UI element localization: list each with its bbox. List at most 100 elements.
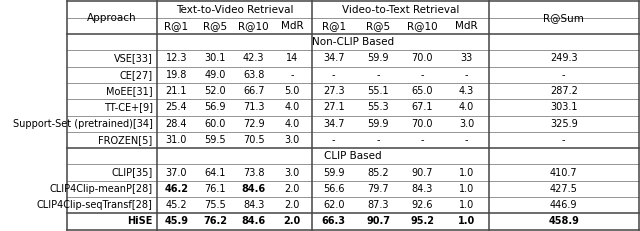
- Text: 55.1: 55.1: [367, 86, 389, 96]
- Text: 2.0: 2.0: [285, 200, 300, 210]
- Text: Video-to-Text Retrieval: Video-to-Text Retrieval: [342, 5, 459, 15]
- Text: Support-Set (pretrained)[34]: Support-Set (pretrained)[34]: [13, 119, 152, 129]
- Text: CLIP4Clip-meanP[28]: CLIP4Clip-meanP[28]: [49, 184, 152, 194]
- Text: 31.0: 31.0: [166, 135, 187, 145]
- Text: -: -: [562, 70, 566, 80]
- Text: -: -: [332, 135, 335, 145]
- Text: 303.1: 303.1: [550, 102, 577, 112]
- Text: 59.9: 59.9: [367, 53, 388, 64]
- Text: 64.1: 64.1: [204, 167, 226, 178]
- Text: 60.0: 60.0: [204, 119, 226, 129]
- Text: R@5: R@5: [366, 21, 390, 31]
- Text: 84.6: 84.6: [242, 216, 266, 226]
- Text: 1.0: 1.0: [459, 167, 474, 178]
- Text: 3.0: 3.0: [459, 119, 474, 129]
- Text: Approach: Approach: [87, 13, 137, 23]
- Text: 63.8: 63.8: [243, 70, 264, 80]
- Text: Non-CLIP Based: Non-CLIP Based: [312, 37, 394, 47]
- Text: 27.3: 27.3: [323, 86, 344, 96]
- Text: 56.9: 56.9: [204, 102, 226, 112]
- Text: 55.3: 55.3: [367, 102, 389, 112]
- Text: 56.6: 56.6: [323, 184, 344, 194]
- Text: 410.7: 410.7: [550, 167, 577, 178]
- Text: 70.0: 70.0: [412, 53, 433, 64]
- Text: 45.2: 45.2: [166, 200, 188, 210]
- Text: 287.2: 287.2: [550, 86, 578, 96]
- Text: 30.1: 30.1: [204, 53, 226, 64]
- Text: 34.7: 34.7: [323, 53, 344, 64]
- Text: -: -: [420, 135, 424, 145]
- Text: 95.2: 95.2: [410, 216, 435, 226]
- Text: 71.3: 71.3: [243, 102, 264, 112]
- Text: 79.7: 79.7: [367, 184, 389, 194]
- Text: VSE[33]: VSE[33]: [114, 53, 152, 64]
- Text: 70.0: 70.0: [412, 119, 433, 129]
- Text: R@1: R@1: [164, 21, 189, 31]
- Text: CLIP Based: CLIP Based: [324, 151, 381, 161]
- Text: 458.9: 458.9: [548, 216, 579, 226]
- Text: MdR: MdR: [455, 21, 478, 31]
- Text: 85.2: 85.2: [367, 167, 389, 178]
- Text: 66.7: 66.7: [243, 86, 264, 96]
- Text: 62.0: 62.0: [323, 200, 344, 210]
- Text: 84.6: 84.6: [242, 184, 266, 194]
- Text: MdR: MdR: [281, 21, 303, 31]
- Text: -: -: [332, 70, 335, 80]
- Text: 92.6: 92.6: [412, 200, 433, 210]
- Text: -: -: [376, 70, 380, 80]
- Text: 5.0: 5.0: [285, 86, 300, 96]
- Text: -: -: [376, 135, 380, 145]
- Text: CE[27]: CE[27]: [120, 70, 152, 80]
- Text: 33: 33: [461, 53, 473, 64]
- Text: 27.1: 27.1: [323, 102, 344, 112]
- Text: 3.0: 3.0: [285, 135, 300, 145]
- Text: 1.0: 1.0: [459, 200, 474, 210]
- Text: FROZEN[5]: FROZEN[5]: [99, 135, 152, 145]
- Text: 1.0: 1.0: [459, 184, 474, 194]
- Text: 34.7: 34.7: [323, 119, 344, 129]
- Text: 4.0: 4.0: [459, 102, 474, 112]
- Text: 37.0: 37.0: [166, 167, 188, 178]
- Text: 12.3: 12.3: [166, 53, 188, 64]
- Text: 4.0: 4.0: [285, 119, 300, 129]
- Text: 46.2: 46.2: [164, 184, 189, 194]
- Text: 90.7: 90.7: [412, 167, 433, 178]
- Text: 3.0: 3.0: [285, 167, 300, 178]
- Text: 75.5: 75.5: [204, 200, 226, 210]
- Text: 28.4: 28.4: [166, 119, 188, 129]
- Text: R@10: R@10: [238, 21, 269, 31]
- Text: 73.8: 73.8: [243, 167, 264, 178]
- Text: 14: 14: [286, 53, 298, 64]
- Text: 65.0: 65.0: [412, 86, 433, 96]
- Text: 45.9: 45.9: [164, 216, 189, 226]
- Text: 446.9: 446.9: [550, 200, 577, 210]
- Text: 84.3: 84.3: [243, 200, 264, 210]
- Text: 2.0: 2.0: [285, 184, 300, 194]
- Text: 66.3: 66.3: [322, 216, 346, 226]
- Text: 67.1: 67.1: [412, 102, 433, 112]
- Text: CLIP[35]: CLIP[35]: [111, 167, 152, 178]
- Text: CLIP4Clip-seqTransf[28]: CLIP4Clip-seqTransf[28]: [36, 200, 152, 210]
- Text: -: -: [420, 70, 424, 80]
- Text: 70.5: 70.5: [243, 135, 264, 145]
- Text: 72.9: 72.9: [243, 119, 264, 129]
- Text: 84.3: 84.3: [412, 184, 433, 194]
- Text: 427.5: 427.5: [550, 184, 578, 194]
- Text: 1.0: 1.0: [458, 216, 476, 226]
- Text: 4.3: 4.3: [459, 86, 474, 96]
- Text: 87.3: 87.3: [367, 200, 388, 210]
- Text: TT-CE+[9]: TT-CE+[9]: [104, 102, 152, 112]
- Text: -: -: [291, 70, 294, 80]
- Text: 21.1: 21.1: [166, 86, 188, 96]
- Text: 76.1: 76.1: [204, 184, 226, 194]
- Text: HiSE: HiSE: [127, 216, 152, 226]
- Text: R@Sum: R@Sum: [543, 13, 584, 23]
- Text: 2.0: 2.0: [284, 216, 301, 226]
- Text: 90.7: 90.7: [366, 216, 390, 226]
- Text: R@5: R@5: [203, 21, 227, 31]
- Text: 25.4: 25.4: [166, 102, 188, 112]
- Text: 42.3: 42.3: [243, 53, 264, 64]
- Text: 59.9: 59.9: [323, 167, 344, 178]
- Text: -: -: [562, 135, 566, 145]
- Text: 19.8: 19.8: [166, 70, 187, 80]
